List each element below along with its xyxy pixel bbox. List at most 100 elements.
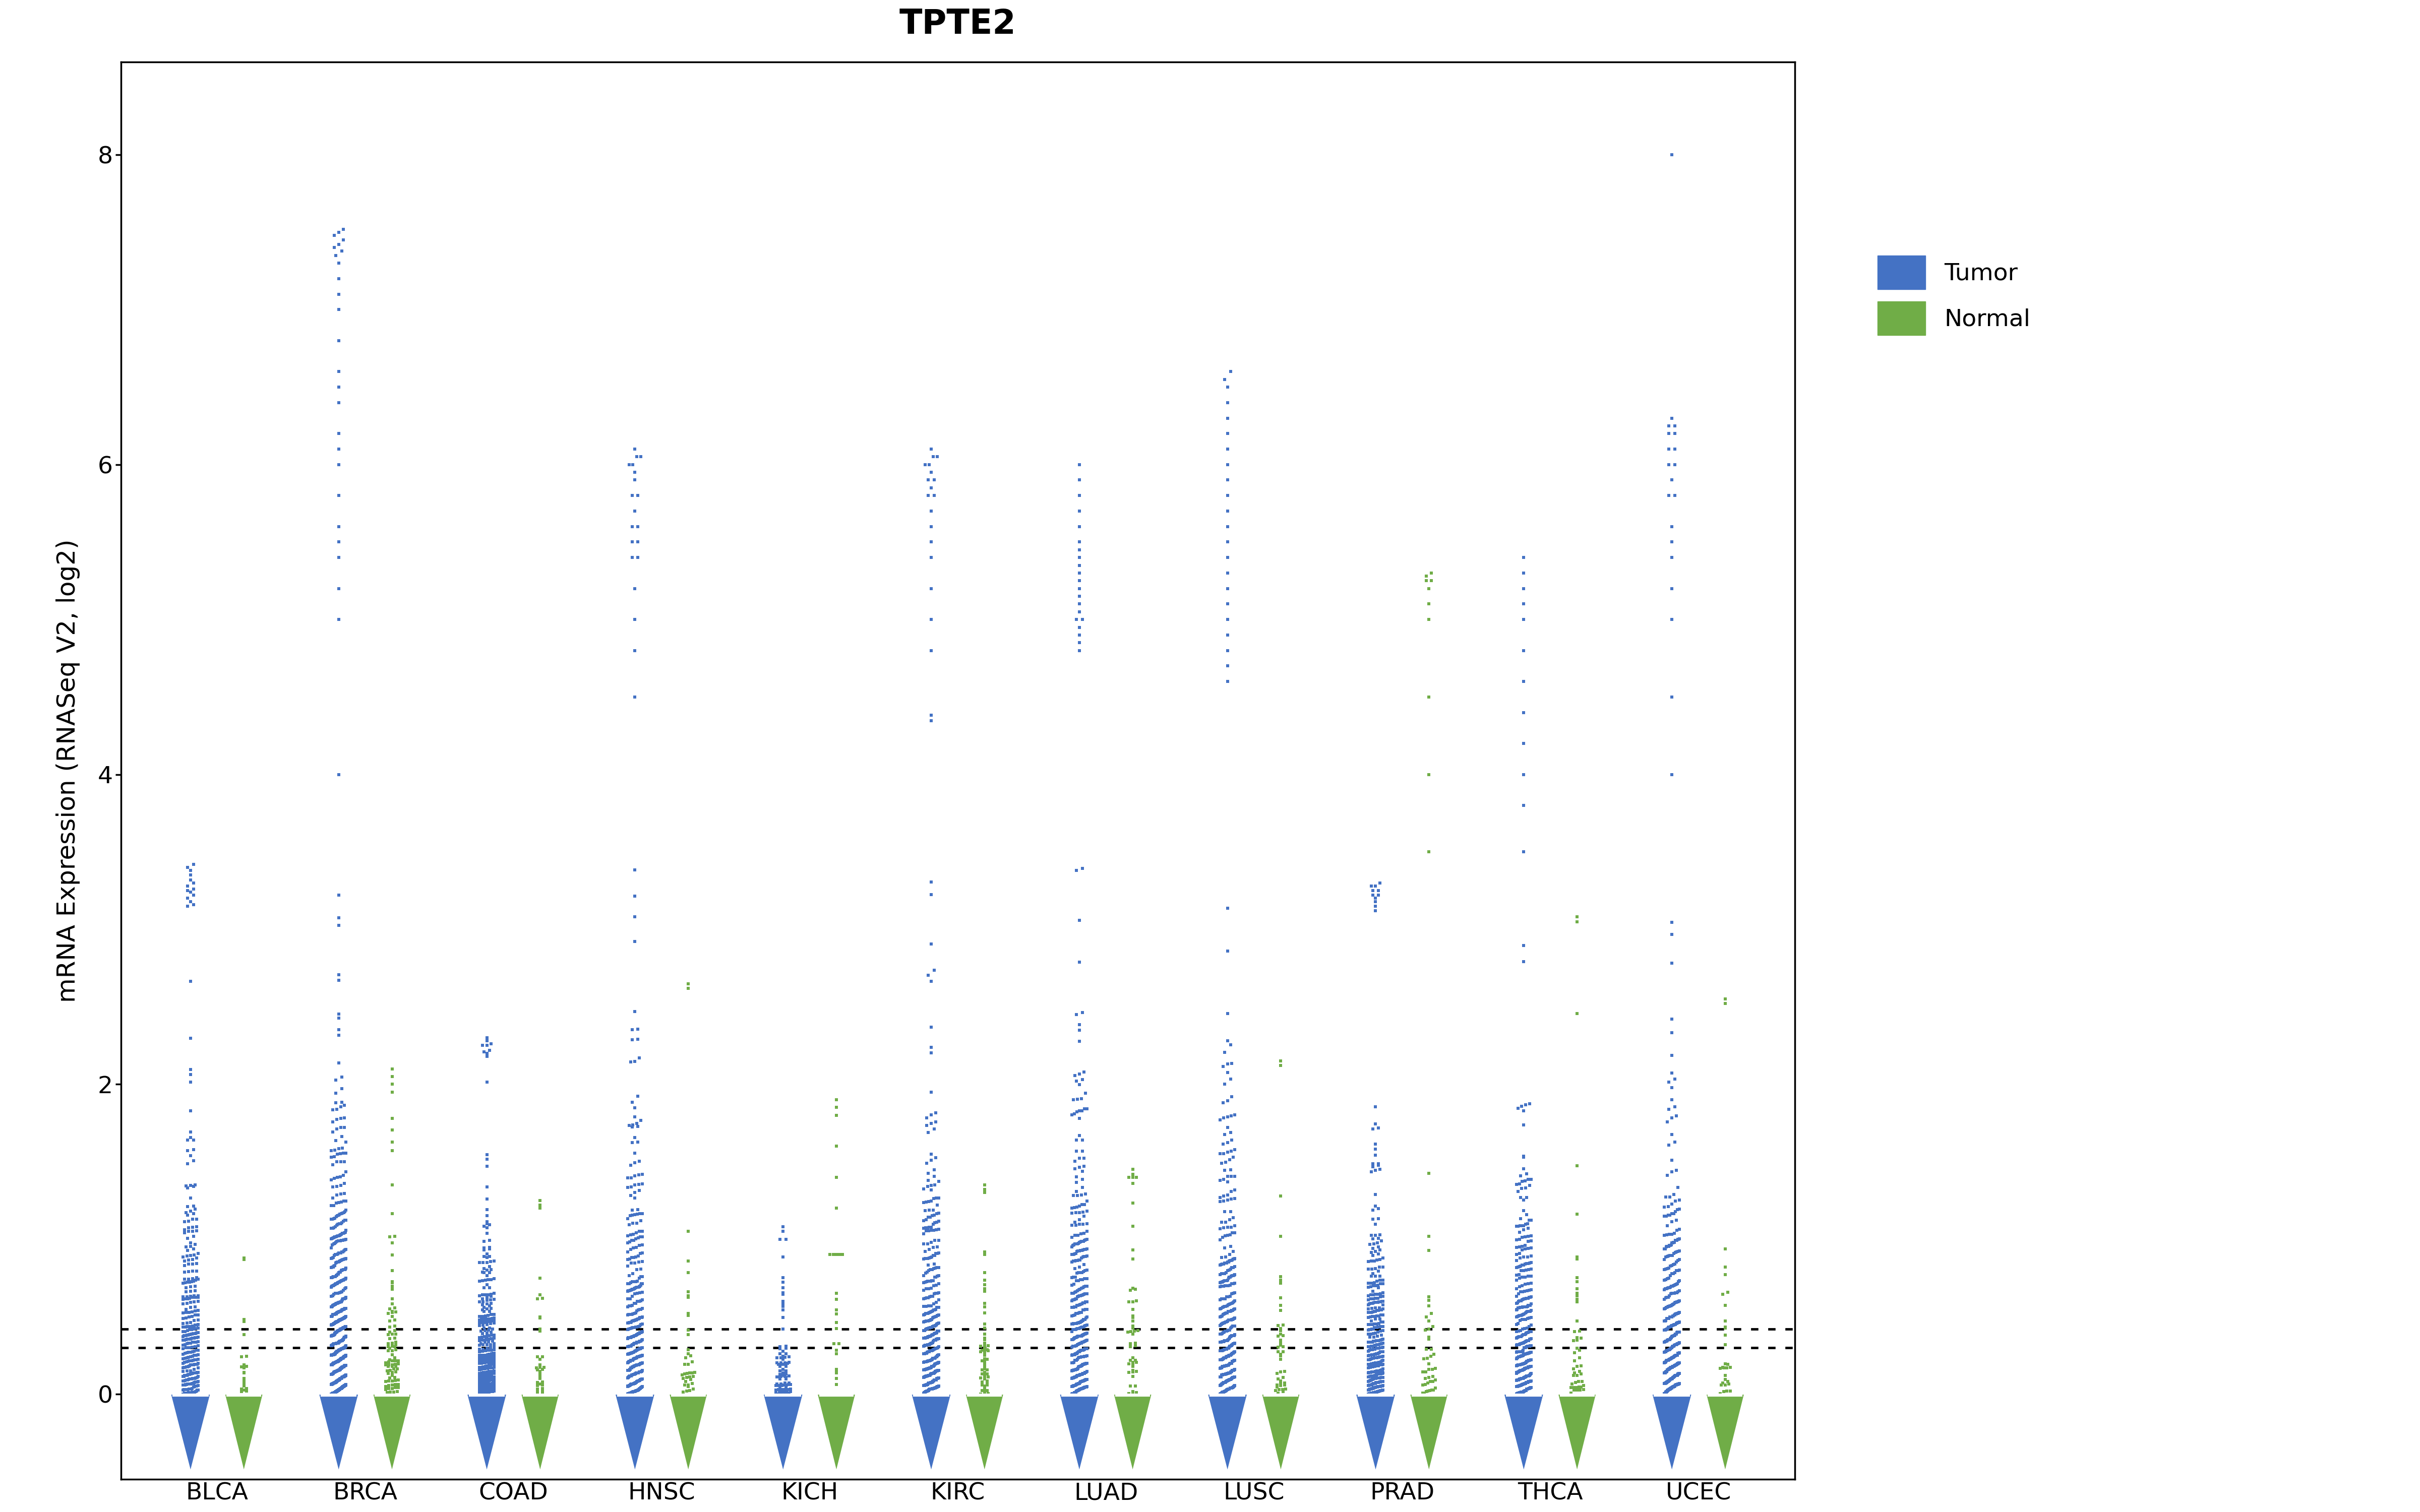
Point bbox=[622, 1374, 661, 1399]
Point bbox=[1503, 1344, 1542, 1368]
Point bbox=[317, 1320, 356, 1344]
Point bbox=[312, 1246, 351, 1270]
Point bbox=[610, 1311, 649, 1335]
Point bbox=[312, 1352, 351, 1376]
Point bbox=[617, 1323, 656, 1347]
Point bbox=[373, 1299, 411, 1323]
Point bbox=[915, 467, 953, 491]
Point bbox=[312, 1373, 351, 1397]
Point bbox=[961, 1382, 999, 1406]
Point bbox=[1261, 1318, 1300, 1343]
Point bbox=[472, 1282, 511, 1306]
Point bbox=[1055, 1382, 1094, 1406]
Point bbox=[908, 1113, 946, 1137]
Point bbox=[319, 1377, 358, 1402]
Point bbox=[322, 1346, 361, 1370]
Point bbox=[373, 1287, 411, 1311]
Point bbox=[1350, 1232, 1389, 1256]
Point bbox=[818, 1104, 857, 1128]
Point bbox=[1362, 1303, 1401, 1328]
Point bbox=[622, 1359, 661, 1383]
Point bbox=[469, 1380, 508, 1405]
Point bbox=[1060, 1284, 1099, 1308]
Point bbox=[1413, 561, 1452, 585]
Point bbox=[322, 1290, 361, 1314]
Point bbox=[465, 1380, 503, 1405]
Point bbox=[1205, 1347, 1244, 1371]
Point bbox=[1348, 1293, 1387, 1317]
Point bbox=[1655, 1323, 1694, 1347]
Point bbox=[322, 1317, 361, 1341]
Point bbox=[1200, 1312, 1239, 1337]
Point bbox=[1653, 1075, 1692, 1099]
Point bbox=[1413, 1302, 1452, 1326]
Point bbox=[1058, 1279, 1096, 1303]
Point bbox=[818, 1361, 857, 1385]
Point bbox=[317, 1204, 356, 1228]
Point bbox=[666, 1370, 704, 1394]
Point bbox=[1655, 1291, 1694, 1315]
Point bbox=[1355, 1334, 1394, 1358]
Point bbox=[1360, 1272, 1399, 1296]
Point bbox=[912, 1376, 951, 1400]
Point bbox=[1508, 1237, 1546, 1261]
Point bbox=[1208, 1269, 1246, 1293]
Point bbox=[617, 1353, 656, 1377]
Point bbox=[462, 1379, 501, 1403]
Point bbox=[1362, 1353, 1401, 1377]
Point bbox=[1408, 1365, 1447, 1390]
Point bbox=[460, 1346, 499, 1370]
Point bbox=[610, 1279, 649, 1303]
Point bbox=[319, 1223, 358, 1247]
Point bbox=[1060, 1269, 1099, 1293]
Point bbox=[1062, 1222, 1101, 1246]
Point bbox=[177, 1370, 215, 1394]
Point bbox=[1353, 1359, 1392, 1383]
Point bbox=[1055, 1303, 1094, 1328]
Point bbox=[165, 1287, 203, 1311]
Point bbox=[1505, 1371, 1544, 1396]
Point bbox=[1350, 1377, 1389, 1402]
Point bbox=[520, 1353, 559, 1377]
Point bbox=[620, 1377, 658, 1402]
Point bbox=[966, 1331, 1004, 1355]
Point bbox=[169, 1328, 208, 1352]
Point bbox=[315, 1380, 353, 1405]
Point bbox=[1058, 1069, 1096, 1093]
Point bbox=[905, 1380, 944, 1405]
Point bbox=[378, 1379, 416, 1403]
Point bbox=[1212, 1291, 1251, 1315]
Point bbox=[607, 1207, 646, 1231]
Point bbox=[327, 1285, 365, 1309]
Point bbox=[1648, 1214, 1687, 1238]
Point bbox=[1113, 1364, 1152, 1388]
Point bbox=[1408, 1288, 1447, 1312]
Point bbox=[620, 1018, 658, 1042]
Point bbox=[1058, 1325, 1096, 1349]
Point bbox=[317, 1320, 356, 1344]
Point bbox=[324, 1335, 363, 1359]
Point bbox=[1256, 1379, 1295, 1403]
Point bbox=[460, 1367, 499, 1391]
Point bbox=[1362, 1370, 1401, 1394]
Point bbox=[1062, 1309, 1101, 1334]
Point bbox=[1060, 1238, 1099, 1263]
Point bbox=[1655, 1240, 1694, 1264]
Point bbox=[1360, 1350, 1399, 1374]
Point bbox=[462, 1355, 501, 1379]
Point bbox=[317, 1368, 356, 1393]
Point bbox=[1210, 1326, 1249, 1350]
Point bbox=[1067, 1361, 1106, 1385]
Point bbox=[312, 1343, 351, 1367]
Point bbox=[312, 1323, 351, 1347]
Point bbox=[912, 1315, 951, 1340]
Point bbox=[1258, 1367, 1297, 1391]
Point bbox=[1500, 1241, 1539, 1266]
Point bbox=[1503, 1344, 1542, 1368]
Point bbox=[1055, 1373, 1094, 1397]
Point bbox=[615, 685, 653, 709]
Point bbox=[1658, 1373, 1696, 1397]
Point bbox=[1500, 1308, 1539, 1332]
Point bbox=[319, 1331, 358, 1355]
Point bbox=[968, 1334, 1007, 1358]
